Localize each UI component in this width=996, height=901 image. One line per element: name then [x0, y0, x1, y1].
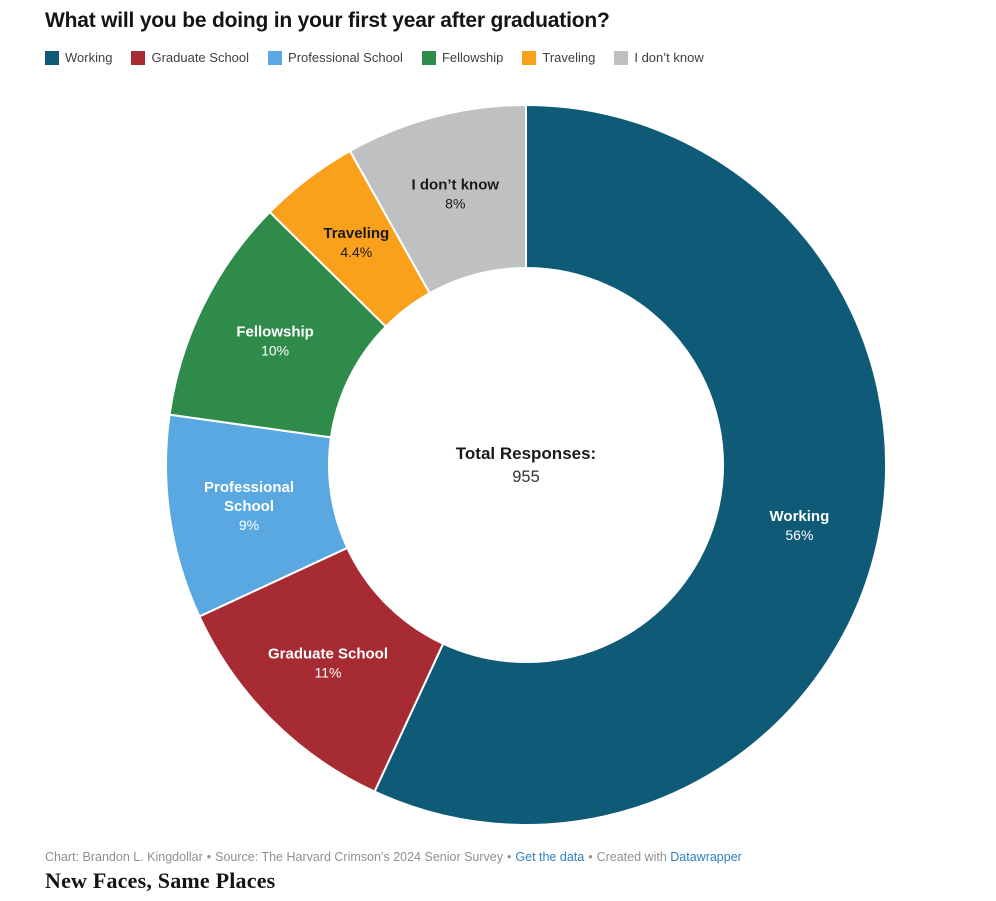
- slice-name-text: Working: [770, 508, 830, 525]
- total-responses-label: Total Responses:: [455, 444, 597, 463]
- slice-label-working: Working 56%: [770, 508, 830, 543]
- legend-item-fellowship: Fellowship: [421, 50, 504, 65]
- legend-label: Traveling: [542, 50, 596, 65]
- legend-item-traveling: Traveling: [522, 51, 595, 65]
- slice-label-traveling: Traveling 4.4%: [323, 225, 389, 260]
- slice-percent-text: 4.4%: [340, 244, 372, 260]
- chart-title: What will you be doing in your first yea…: [45, 9, 610, 32]
- legend-label: Professional School: [288, 50, 403, 65]
- datawrapper-link[interactable]: Datawrapper: [670, 850, 742, 864]
- legend-label: I don’t know: [634, 50, 704, 65]
- legend-swatch-fellowship: [421, 51, 436, 65]
- slice-percent-text: 8%: [445, 196, 465, 212]
- footer-separator: •: [507, 850, 512, 864]
- slice-name-text: Graduate School: [268, 646, 388, 663]
- legend-item-i-don-t-know: I don’t know: [614, 50, 704, 65]
- donut-slice-i-don-t-know[interactable]: [348, 103, 527, 295]
- slice-percent-text: 9%: [239, 517, 259, 533]
- legend-label: Graduate School: [151, 50, 250, 65]
- legend-item-graduate-school: Graduate School: [131, 51, 249, 65]
- legend-swatch-traveling: [522, 51, 537, 65]
- created-with-label: Created with: [596, 850, 667, 864]
- slice-name-text: School: [224, 498, 274, 515]
- slice-label-professional-school: Professional School 9%: [204, 479, 294, 533]
- donut-chart: Working 56% Graduate School 11% Professional…: [165, 103, 888, 826]
- article-headline: New Faces, Same Places: [45, 868, 276, 893]
- footer-separator: •: [206, 850, 212, 864]
- slice-percent-text: 11%: [315, 665, 342, 681]
- slice-label-fellowship: Fellowship 10%: [236, 323, 314, 358]
- chart-credit: Chart: Brandon L. Kingdollar: [45, 850, 203, 864]
- legend-item-professional-school: Professional School: [268, 51, 403, 65]
- slice-name-text: Fellowship: [236, 323, 314, 340]
- donut-center-label: Total Responses: 955: [456, 443, 596, 489]
- chart-footer: Chart: Brandon L. Kingdollar • Source: The…: [45, 850, 742, 864]
- legend-swatch-i-don-t-know: [614, 51, 629, 65]
- legend-label: Working: [65, 50, 113, 65]
- slice-name-text: Professional: [204, 479, 294, 496]
- slice-name-text: Traveling: [323, 225, 389, 242]
- total-responses-value: 955: [512, 468, 540, 486]
- get-the-data-link[interactable]: Get the data: [515, 850, 585, 864]
- legend-swatch-graduate-school: [131, 51, 146, 65]
- donut-slice-working[interactable]: [373, 103, 888, 826]
- slice-name-text: I don’t know: [412, 177, 500, 194]
- footer-separator: •: [588, 850, 593, 864]
- slice-percent-text: 10%: [261, 342, 289, 358]
- legend-swatch-professional-school: [268, 51, 283, 65]
- chart-source: Source: The Harvard Crimson’s 2024 Senio…: [215, 850, 503, 864]
- slice-label-i-don-t-know: I don’t know 8%: [412, 177, 500, 212]
- legend-swatch-working: [45, 51, 59, 65]
- slice-label-graduate-school: Graduate School 11%: [268, 646, 388, 681]
- legend-label: Fellowship: [441, 50, 504, 65]
- slice-percent-text: 56%: [785, 527, 813, 543]
- legend: Working Graduate School Professional Schoo…: [45, 51, 704, 65]
- legend-item-working: Working: [45, 51, 112, 65]
